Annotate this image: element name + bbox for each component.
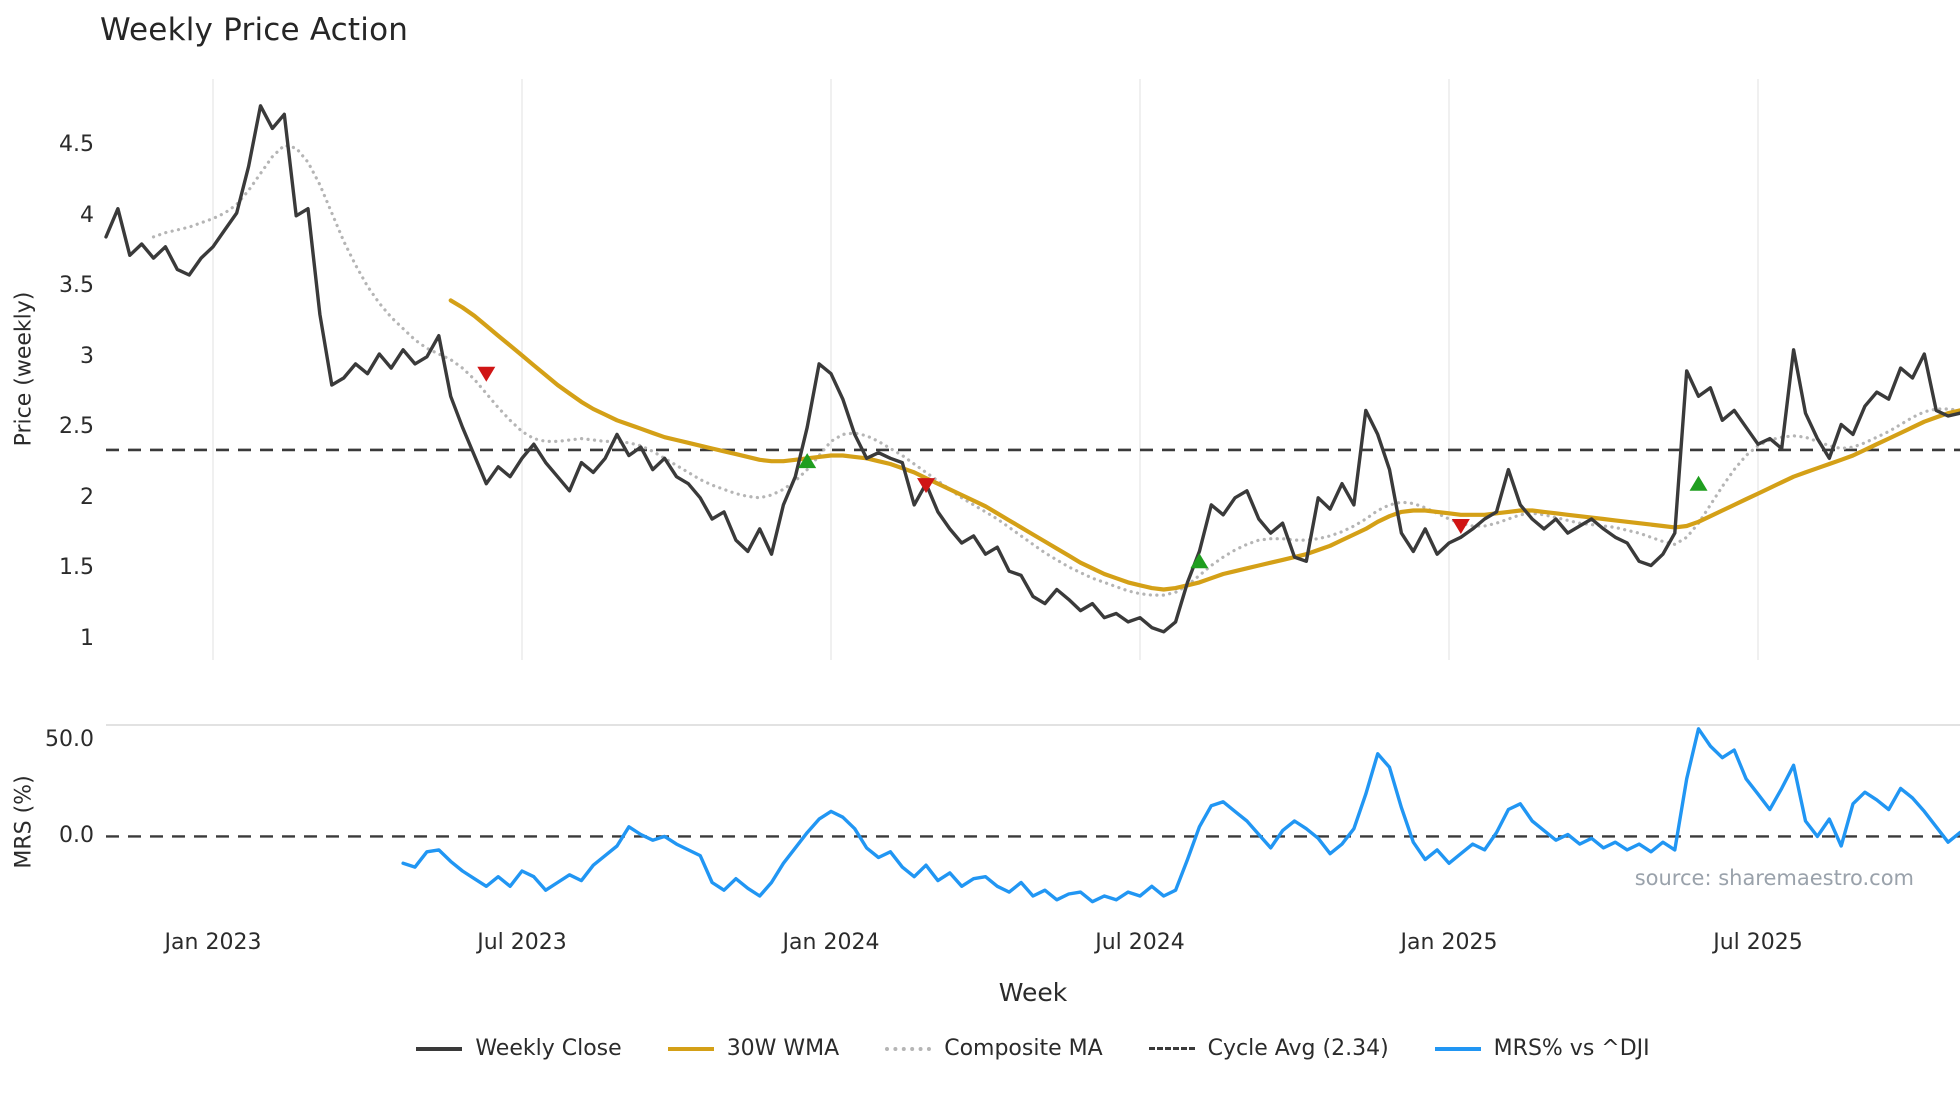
legend-item-mrs-vs-dji: MRS% vs ^DJI	[1434, 1036, 1650, 1061]
legend-label: MRS% vs ^DJI	[1493, 1036, 1650, 1061]
mrs-y-tick-label: 50.0	[45, 727, 94, 752]
sell-signal-marker	[917, 478, 936, 494]
x-tick-label: Jan 2025	[1400, 930, 1498, 955]
buy-signal-marker	[798, 453, 817, 469]
legend-item-weekly-close: Weekly Close	[416, 1036, 622, 1061]
legend-item-cycle-avg-2-34: Cycle Avg (2.34)	[1148, 1036, 1389, 1061]
30w-wma-swatch-icon	[667, 1046, 714, 1051]
mrs-vs-dji-line	[401, 727, 1960, 904]
source-note: source: sharemaestro.com	[1634, 866, 1914, 890]
x-tick-label: Jul 2025	[1713, 930, 1803, 955]
price-y-tick-label: 2.5	[59, 414, 94, 439]
x-tick-label: Jan 2023	[164, 930, 262, 955]
legend-item-30w-wma: 30W WMA	[667, 1036, 840, 1061]
buy-signal-marker	[1689, 475, 1708, 491]
mrs-y-tick-label: 0.0	[59, 823, 94, 848]
price-y-tick-label: 4	[80, 203, 94, 228]
legend-label: Cycle Avg (2.34)	[1207, 1036, 1389, 1061]
composite-ma-line	[151, 143, 1960, 597]
price-y-tick-label: 1	[80, 626, 94, 651]
legend-label: Weekly Close	[475, 1036, 622, 1061]
mrs-y-axis-label: MRS (%)	[11, 775, 37, 869]
price-y-tick-label: 3	[80, 344, 94, 369]
price-y-tick-label: 2	[80, 485, 94, 510]
legend-label: 30W WMA	[726, 1036, 840, 1061]
price-y-tick-label: 1.5	[59, 555, 94, 580]
legend-label: Composite MA	[944, 1036, 1103, 1061]
price-y-tick-label: 3.5	[59, 273, 94, 298]
buy-signal-marker	[1190, 553, 1209, 569]
legend-item-composite-ma: Composite MA	[885, 1036, 1103, 1061]
mrs-vs-dji-swatch-icon	[1434, 1046, 1481, 1051]
30w-wma-line	[448, 298, 1960, 592]
price-y-tick-label: 4.5	[59, 132, 94, 157]
sell-signal-marker	[477, 366, 496, 382]
x-tick-label: Jan 2024	[782, 930, 880, 955]
weekly-close-swatch-icon	[416, 1046, 463, 1051]
weekly-close-line	[104, 104, 1960, 634]
composite-ma-swatch-icon	[885, 1046, 932, 1051]
cycle-avg-2-34-swatch-icon	[1148, 1047, 1195, 1050]
chart-title: Weekly Price Action	[100, 12, 409, 48]
legend: Weekly Close 30W WMA Composite MA Cycle Avg…	[106, 1036, 1960, 1061]
x-tick-label: Jul 2024	[1095, 930, 1185, 955]
sell-signal-marker	[1451, 519, 1470, 535]
x-axis-label: Week	[998, 978, 1068, 1007]
x-tick-label: Jul 2023	[477, 930, 567, 955]
